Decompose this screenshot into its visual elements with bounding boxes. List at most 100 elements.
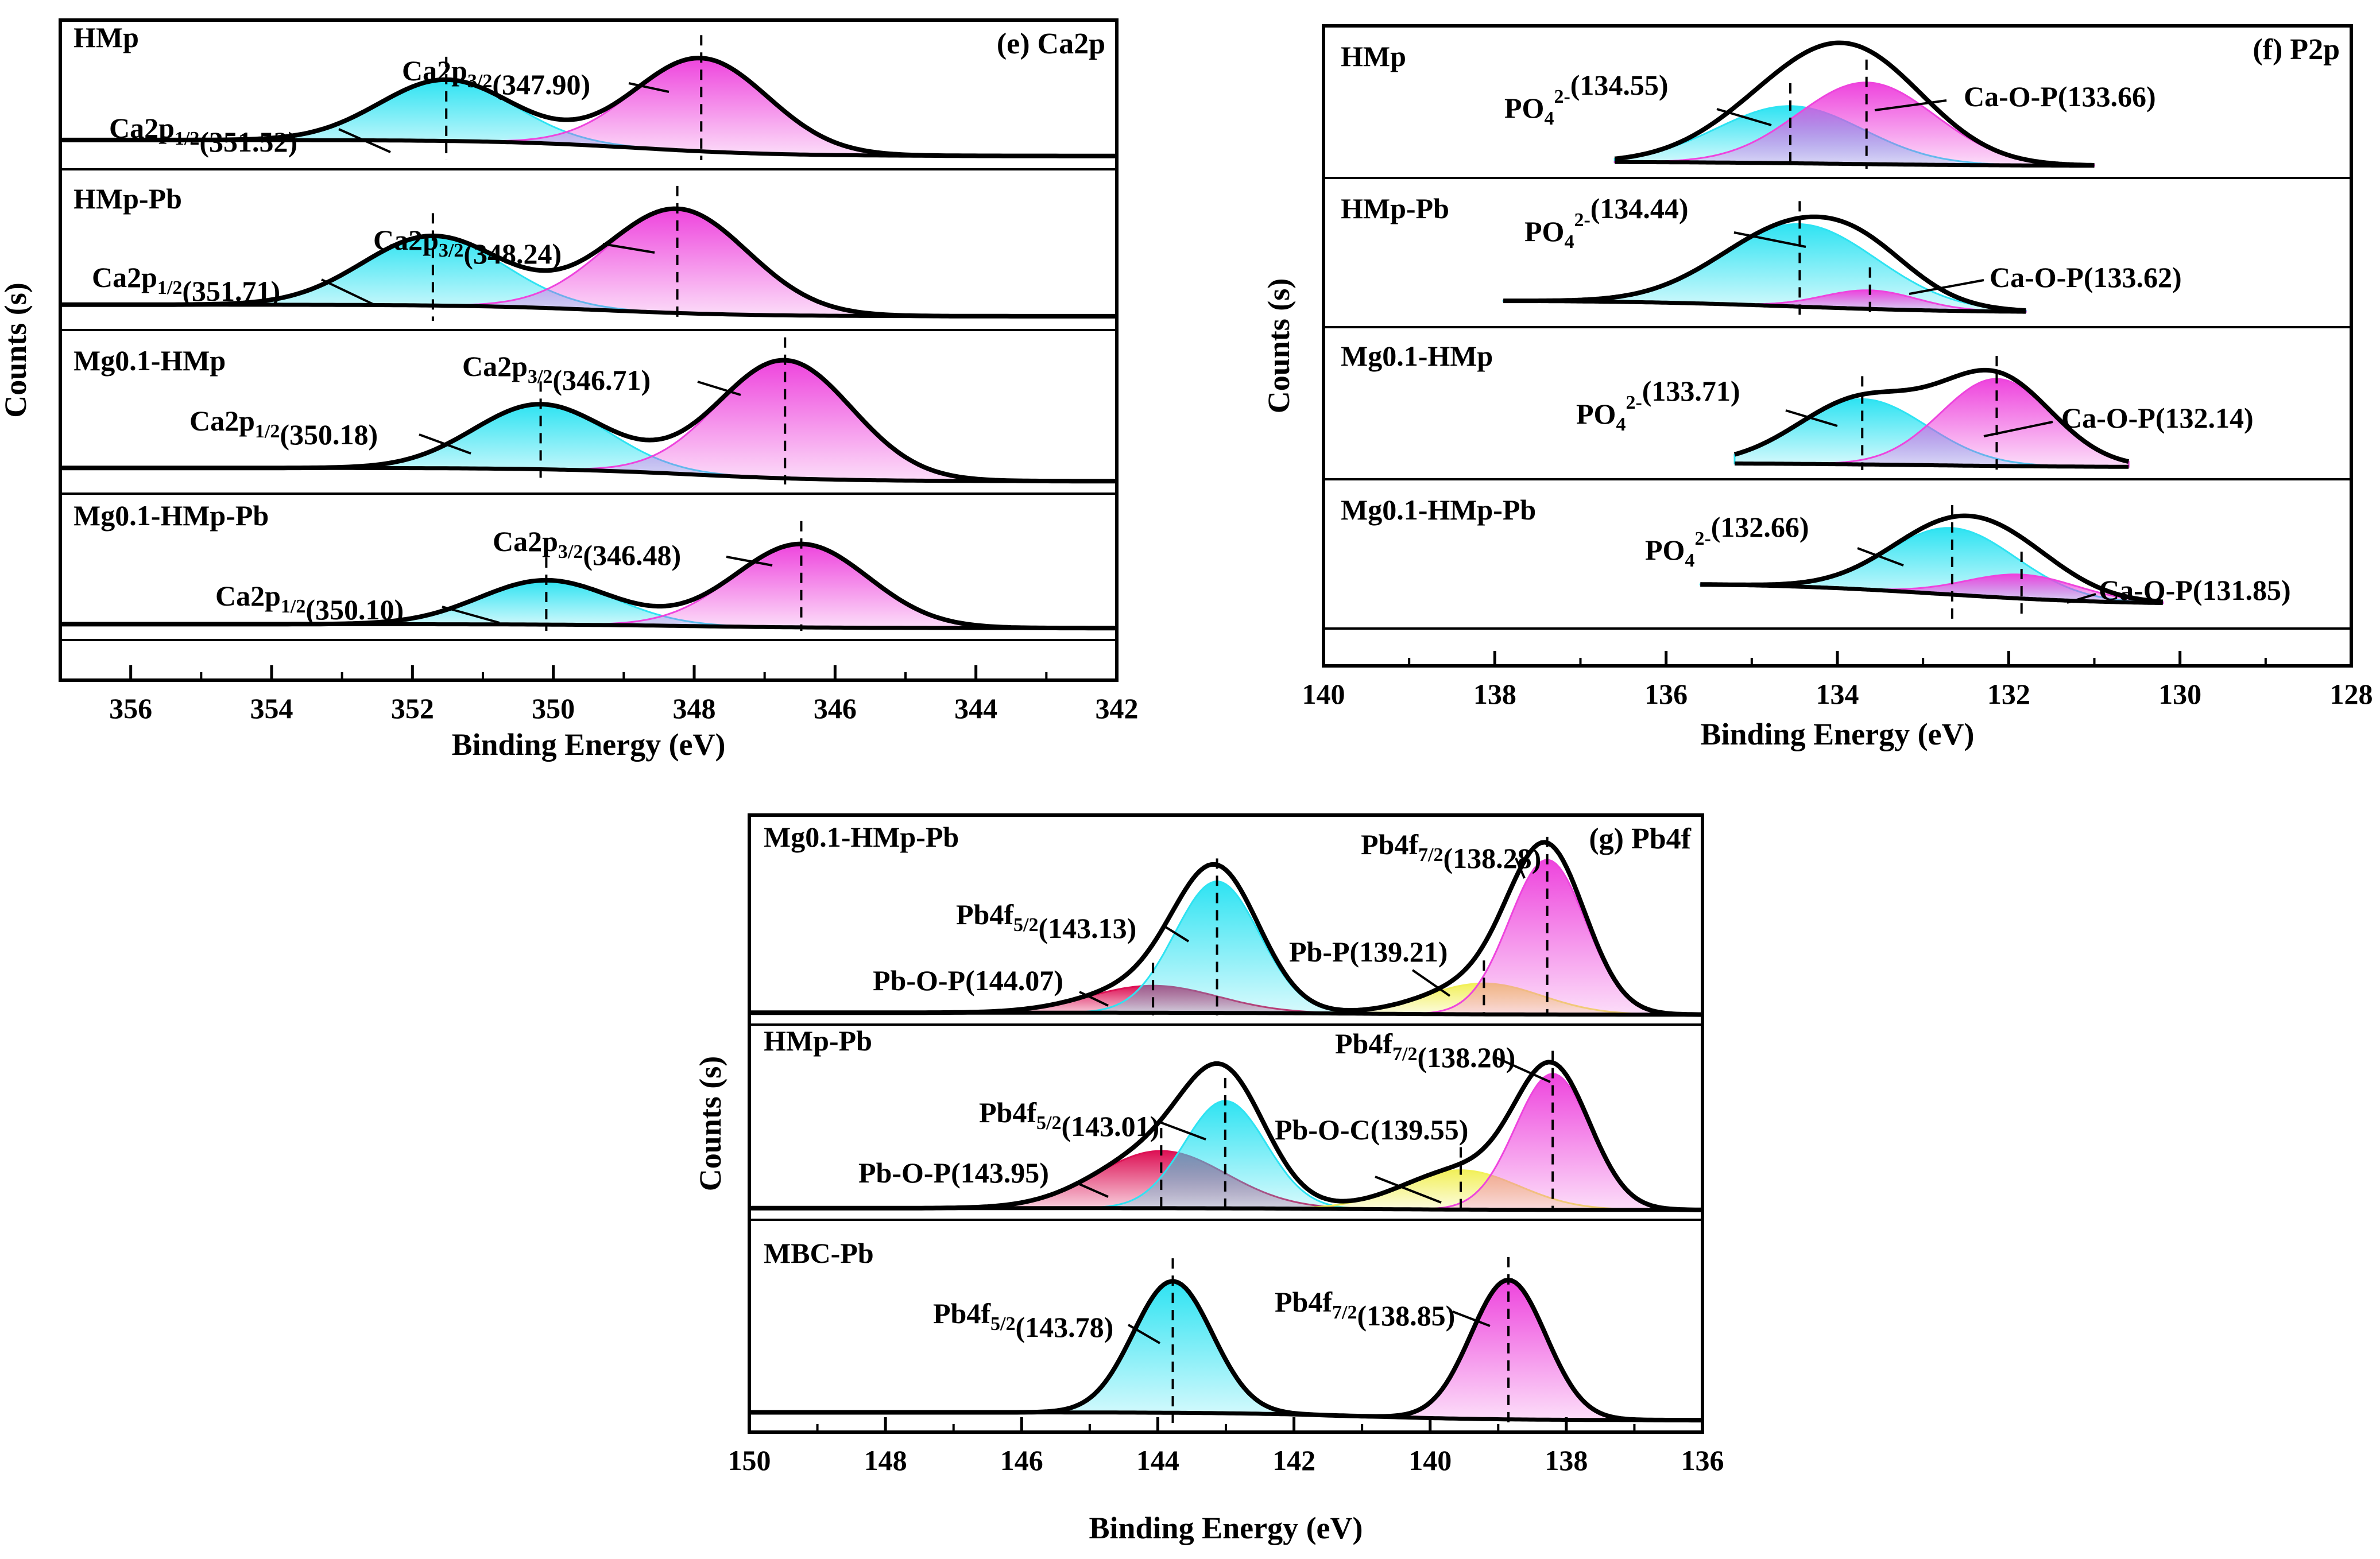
leader-line (1159, 1121, 1206, 1141)
chart-f-p2p: HMp PO42-(134.55) Ca-O-P(133.66) HMp-Pb PO42… (1261, 24, 2373, 751)
x-tick-label: 132 (1987, 678, 2030, 710)
spectrum-hmp-pb: HMp-Pb PO42-(134.44) Ca-O-P(133.62) (1341, 192, 2182, 318)
peak-label-ca2p3-2: Ca2p3/2(346.48) (493, 525, 681, 571)
x-tick-label: 134 (1816, 678, 1859, 710)
y-axis-title: Counts (s) (693, 1056, 727, 1192)
leader-line (1716, 108, 1772, 126)
leader-line (1375, 1176, 1442, 1204)
spectrum-hmp-pb: HMp-Pb Ca2p1/2(351.71) Ca2p3/2(348.24) (60, 183, 1117, 321)
spectrum-mg0-1-hmp-pb: Mg0.1-HMp-Pb PO42-(132.66) Ca-O-P(131.85) (1341, 494, 2291, 619)
envelope-curve (60, 206, 1117, 319)
x-tick-label: 140 (1408, 1444, 1452, 1476)
peak-label-po4-3: PO42-(134.55) (1504, 69, 1669, 129)
spectrum-mg0-1-hmp-pb: Mg0.1-HMp-Pb Pb-O-P(144.07) Pb4f5/2(143.13… (749, 821, 1704, 1017)
spectrum-mg0-1-hmp-pb: Mg0.1-HMp-Pb Ca2p1/2(350.10) Ca2p3/2(346.4… (60, 499, 1117, 631)
peak-label-pb-p: Pb-P(139.21) (1289, 936, 1448, 968)
background-line (1615, 160, 2095, 168)
x-tick-label: 354 (250, 692, 293, 724)
leader-line (602, 243, 655, 254)
leader-line (1411, 969, 1451, 997)
sample-label: HMp (73, 21, 139, 53)
spectrum-mg0-1-hmp: Mg0.1-HMp PO42-(133.71) Ca-O-P(132.14) (1341, 340, 2254, 470)
leader-line (1164, 926, 1190, 943)
y-axis-title: Counts (s) (0, 282, 33, 418)
x-tick-label: 148 (864, 1444, 907, 1476)
x-axis-title: Binding Energy (eV) (451, 727, 725, 762)
peak-label-po4-3: PO42-(132.66) (1645, 511, 1809, 571)
leader-line (1452, 1310, 1491, 1327)
sample-label: HMp-Pb (1341, 192, 1449, 224)
x-tick-label: 130 (2158, 678, 2201, 710)
envelope-curve (60, 541, 1117, 631)
peak-label-ca-o-p: Ca-O-P(132.14) (2061, 402, 2254, 434)
envelope-curve (749, 1060, 1703, 1212)
leader-line (1492, 1055, 1551, 1083)
leader-line (1874, 99, 1947, 111)
leader-line (697, 381, 741, 396)
leader-line (1857, 547, 1904, 567)
x-tick-label: 136 (1644, 678, 1688, 710)
spectrum-mbc-pb: MBC-Pb Pb4f5/2(143.78) Pb4f7/2(138.85) (749, 1237, 1702, 1423)
x-tick-label: 348 (673, 692, 716, 724)
envelope-curve (749, 840, 1702, 1017)
envelope-curve (749, 1277, 1702, 1423)
sample-label: MBC-Pb (764, 1237, 874, 1269)
leader-line (321, 278, 374, 305)
peak-label-pb-o-c: Pb-O-C(139.55) (1275, 1114, 1468, 1146)
spectrum-hmp-pb: HMp-Pb Pb-O-P(143.95) Pb4f5/2(143.01) Pb-O-… (749, 1025, 1704, 1212)
sample-label: Mg0.1-HMp-Pb (1341, 494, 1536, 526)
x-tick-label: 350 (532, 692, 575, 724)
x-tick-label: 138 (1545, 1444, 1588, 1476)
leader-line (1515, 858, 1526, 879)
leader-line (1785, 409, 1838, 427)
peak-label-ca2p1-2: Ca2p1/2(351.71) (92, 261, 280, 307)
peak-label-pb4f7-2: Pb4f7/2(138.20) (1335, 1027, 1515, 1073)
x-tick-label: 140 (1302, 678, 1345, 710)
leader-line (1733, 231, 1806, 248)
y-axis-title: Counts (s) (1261, 278, 1296, 414)
x-axis-title: Binding Energy (eV) (1700, 717, 1974, 751)
x-tick-label: 128 (2330, 678, 2373, 710)
leader-line (442, 606, 500, 624)
peak-label-ca-o-p: Ca-O-P(131.85) (2099, 574, 2291, 606)
leader-line (1079, 991, 1109, 1007)
peak-label-ca-o-p: Ca-O-P(133.66) (1964, 80, 2156, 113)
x-tick-label: 344 (954, 692, 997, 724)
peak-label-pb4f7-2: Pb4f7/2(138.85) (1275, 1286, 1455, 1332)
background-line (1735, 462, 2129, 469)
panel-title: (g) Pb4f (1589, 823, 1691, 855)
peak-label-ca2p3-2: Ca2p3/2(347.90) (402, 55, 590, 100)
envelope-curve (60, 56, 1117, 158)
x-tick-label: 144 (1136, 1444, 1179, 1476)
sample-label: Mg0.1-HMp-Pb (73, 499, 269, 532)
sample-label: Mg0.1-HMp (1341, 340, 1493, 372)
peak-label-pb4f5-2: Pb4f5/2(143.13) (956, 898, 1136, 944)
spectrum-hmp: HMp Ca2p1/2(351.52) Ca2p3/2(347.90) (60, 21, 1117, 160)
sample-label: Mg0.1-HMp-Pb (764, 821, 959, 853)
leader-line (726, 556, 773, 567)
peak-label-ca2p3-2: Ca2p3/2(346.71) (462, 350, 651, 396)
x-tick-label: 150 (728, 1444, 771, 1476)
peak-label-pb4f5-2: Pb4f5/2(143.01) (979, 1096, 1159, 1142)
peak-label-pb-o-p: Pb-O-P(143.95) (858, 1157, 1049, 1189)
leader-line (419, 433, 471, 455)
leader-line (338, 128, 391, 153)
peak-label-ca2p1-2: Ca2p1/2(350.10) (215, 580, 404, 626)
x-tick-label: 138 (1473, 678, 1516, 710)
leader-line (1127, 1324, 1161, 1344)
envelope-curve (1700, 513, 2164, 604)
leader-line (628, 82, 670, 93)
peak-label-ca2p1-2: Ca2p1/2(350.18) (189, 405, 378, 451)
leader-line (1079, 1183, 1109, 1198)
leader-line (2066, 593, 2096, 604)
peak-label-pb4f5-2: Pb4f5/2(143.78) (933, 1297, 1113, 1343)
leader-line (1983, 421, 2053, 437)
peak-label-po4-3: PO42-(133.71) (1576, 375, 1740, 435)
chart-e-ca2p: HMp Ca2p1/2(351.52) Ca2p3/2(347.90) HMp-Pb C… (0, 18, 1139, 762)
x-tick-label: 342 (1096, 692, 1139, 724)
x-tick-label: 356 (109, 692, 152, 724)
x-tick-label: 146 (1000, 1444, 1043, 1476)
spectrum-hmp: HMp PO42-(134.55) Ca-O-P(133.66) (1341, 40, 2156, 169)
peak-label-pb4f7-2: Pb4f7/2(138.28) (1361, 828, 1541, 874)
